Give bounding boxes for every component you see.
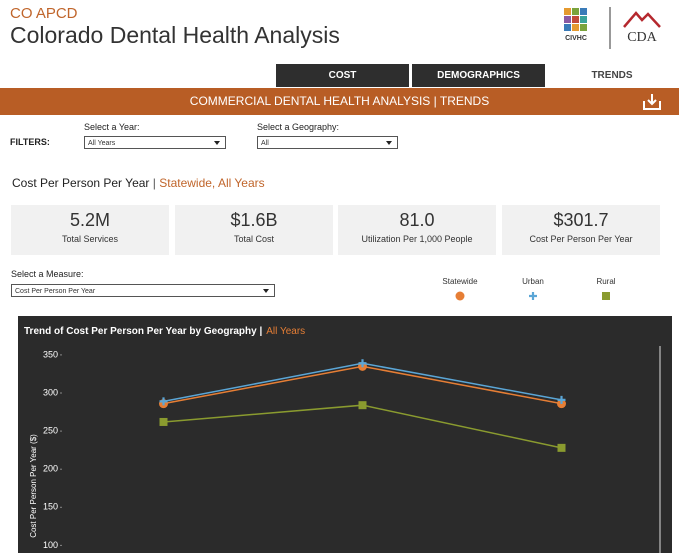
series-line [163,365,562,405]
kpi-label: Total Cost [233,234,275,244]
civhc-mark [564,8,587,31]
kpi-card: $1.6B Total Cost [175,205,333,255]
logo-text: CDA [627,30,657,45]
chart-subtitle: All Years [266,326,305,337]
y-tick-label: 350 [43,349,58,359]
measure-dropdown[interactable]: Cost Per Person Per Year [11,284,275,297]
filter-label: Select a Year: [84,122,140,132]
y-tick-label: 150 [43,502,58,512]
kicker: CO APCD [10,5,78,22]
kpi-value: 81.0 [399,210,435,230]
kpi-label: Utilization Per 1,000 People [361,234,473,244]
legend-label: Rural [596,277,615,286]
measure-label: Select a Measure: [11,269,84,279]
kpi-card: $301.7 Cost Per Person Per Year [502,205,660,255]
marker [557,395,566,404]
section-title: Cost Per Person Per Year | Statewide, Al… [12,176,265,190]
y-tick-label: 200 [43,464,58,474]
kpi-card: 81.0 Utilization Per 1,000 People [338,205,496,255]
tab[interactable]: COST [276,64,409,87]
chart-title-text: Trend of Cost Per Person Per Year by Geo… [24,326,262,337]
tab[interactable]: DEMOGRAPHICS [412,64,545,87]
marker [529,292,537,300]
kpi-label: Cost Per Person Per Year [529,234,633,244]
marker [358,359,367,368]
marker [455,291,465,301]
marker [358,401,367,410]
banner-text: COMMERCIAL DENTAL HEALTH ANALYSIS | TREN… [189,94,490,108]
logos: CIVHC CDA [564,7,661,49]
kpi-card: 5.2M Total Services [11,205,169,255]
kpi-value: $1.6B [230,210,278,230]
legend-label: Statewide [442,277,478,286]
y-axis-label: Cost Per Person Per Year ($) [29,434,38,538]
banner [0,88,679,115]
kpi-value: 5.2M [69,210,111,230]
marker [159,417,168,426]
marker [557,443,566,452]
series-line [163,404,562,449]
legend: Statewide Urban Rural [442,277,616,301]
section-title-text: Cost Per Person Per Year [12,176,150,190]
y-tick-label: 300 [43,387,58,397]
tab-active[interactable]: TRENDS [548,64,676,87]
chart: Trend of Cost Per Person Per Year by Geo… [18,316,672,553]
page-title: Colorado Dental Health Analysis [10,22,340,48]
marker [602,292,610,300]
legend-label: Urban [522,277,544,286]
logo-text: CIVHC [565,35,587,42]
download-icon[interactable] [641,91,663,113]
kpi-value: $301.7 [553,210,609,230]
section-highlight: Statewide, All Years [159,176,265,190]
y-tick-label: 250 [43,425,58,435]
y-tick-label: 100 [43,540,58,550]
marker [159,397,168,406]
geography-dropdown[interactable]: All [257,136,398,149]
filters-label: FILTERS: [10,137,50,147]
kpi-label: Total Services [61,234,119,244]
filter-label: Select a Geography: [257,122,340,132]
chart-title: Trend of Cost Per Person Per Year by Geo… [24,326,305,337]
year-dropdown[interactable]: All Years [84,136,226,149]
